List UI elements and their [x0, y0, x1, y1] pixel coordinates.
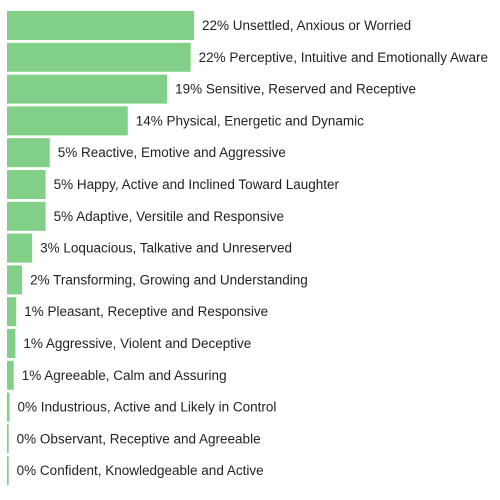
bar-label: 14% Physical, Energetic and Dynamic: [136, 113, 364, 128]
bar: [7, 424, 9, 454]
bar-label: 0% Confident, Knowledgeable and Active: [17, 463, 264, 478]
bar-label: 5% Reactive, Emotive and Aggressive: [58, 145, 286, 160]
bars-group: [7, 11, 194, 486]
bar-label: 1% Aggressive, Violent and Deceptive: [23, 336, 251, 351]
bar-label: 1% Agreeable, Calm and Assuring: [22, 368, 227, 383]
bar-label: 0% Industrious, Active and Likely in Con…: [18, 400, 277, 415]
bar: [7, 106, 128, 136]
bar-label: 5% Adaptive, Versitile and Responsive: [54, 209, 284, 224]
bar: [7, 456, 9, 486]
bar-label: 19% Sensitive, Reserved and Receptive: [175, 82, 416, 97]
bar-label: 1% Pleasant, Receptive and Responsive: [24, 304, 268, 319]
bar: [7, 233, 33, 263]
bar: [7, 297, 17, 327]
bar-label: 5% Happy, Active and Inclined Toward Lau…: [54, 177, 340, 192]
bar: [7, 392, 10, 422]
bar-label: 0% Observant, Receptive and Agreeable: [17, 431, 261, 446]
bar: [7, 138, 50, 168]
bar-label: 3% Loquacious, Talkative and Unreserved: [40, 241, 292, 256]
bar: [7, 74, 168, 104]
bar: [7, 201, 46, 231]
bar-label: 2% Transforming, Growing and Understandi…: [30, 272, 308, 287]
bar: [7, 42, 191, 72]
bar: [7, 329, 16, 358]
bar: [7, 265, 23, 295]
bar-label: 22% Perceptive, Intuitive and Emotionall…: [199, 50, 488, 65]
labels-group: 22% Unsettled, Anxious or Worried 22% Per…: [17, 18, 488, 478]
bar: [7, 360, 14, 390]
bar: [7, 170, 46, 199]
bar: [7, 11, 194, 40]
bar-label: 22% Unsettled, Anxious or Worried: [202, 18, 411, 33]
